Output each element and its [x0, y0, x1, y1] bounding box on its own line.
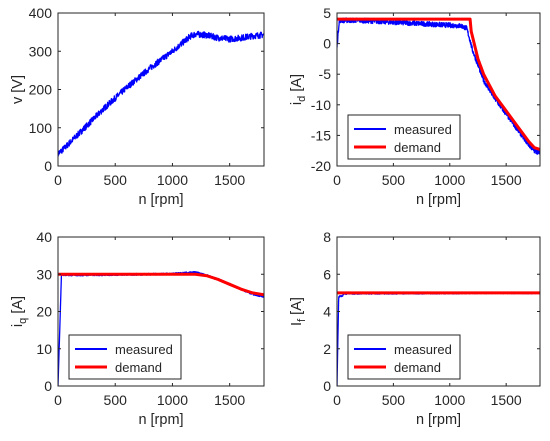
- x-tick-label: 1500: [214, 392, 245, 408]
- x-tick-label: 1000: [434, 392, 465, 408]
- legend-box: [68, 334, 182, 380]
- y-tick-label: 0: [44, 378, 52, 394]
- x-axis-label: n [rpm]: [416, 192, 461, 208]
- series-demand-line: [337, 17, 540, 151]
- x-tick-label: 0: [333, 392, 341, 408]
- x-tick-label: 0: [54, 392, 62, 408]
- x-tick-label: 500: [104, 392, 128, 408]
- x-tick-label: 1000: [157, 392, 188, 408]
- x-axis-label: n [rpm]: [138, 412, 183, 428]
- x-tick-label: 0: [333, 172, 341, 188]
- axes-box: [57, 12, 265, 167]
- y-tick-label: 100: [29, 120, 53, 136]
- y-tick-label: 0: [44, 158, 52, 174]
- legend-box: [347, 334, 461, 380]
- y-axis-label: v [V]: [10, 75, 26, 104]
- legend: measured demand: [347, 334, 461, 380]
- y-tick-label: 5: [323, 5, 331, 21]
- subplot-id-current: 0 500 1000 1500 -20 -15 -10 -5 0 5 n [rpm] id [A] me…: [289, 5, 541, 208]
- y-tick-label: -20: [311, 158, 331, 174]
- x-axis-label: n [rpm]: [138, 192, 183, 208]
- y-tick-label: 200: [29, 82, 53, 98]
- subplot-iq-current: 0 500 1000 1500 0 10 20 30 40 n [rpm] iq [A] measur…: [10, 229, 265, 428]
- y-axis-label: If [A]: [289, 297, 308, 326]
- y-tick-label: 8: [323, 229, 331, 245]
- subplot-field-current: 0 500 1000 1500 0 2 4 6 8 n [rpm] If [A] measured de…: [289, 229, 541, 428]
- y-tick-label: 0: [323, 378, 331, 394]
- legend-label-demand: demand: [115, 360, 162, 375]
- x-tick-label: 500: [382, 172, 406, 188]
- legend-label-measured: measured: [394, 122, 452, 137]
- axes-box: [336, 12, 541, 167]
- x-tick-label: 1500: [491, 172, 522, 188]
- y-tick-label: 300: [29, 43, 53, 59]
- x-tick-label: 1500: [214, 172, 245, 188]
- legend-box: [347, 114, 461, 160]
- series-data-line: [58, 30, 264, 157]
- y-tick-label: 10: [36, 341, 52, 357]
- y-tick-label: 6: [323, 266, 331, 282]
- x-tick-label: 0: [54, 172, 62, 188]
- subplot-speed: 0 500 1000 1500 0 100 200 300 400 n [rpm] v [V]: [10, 5, 265, 208]
- y-axis-label: iq [A]: [10, 296, 29, 327]
- x-axis-label: n [rpm]: [416, 412, 461, 428]
- y-tick-label: 30: [36, 266, 52, 282]
- x-tick-label: 500: [104, 172, 128, 188]
- legend-label-measured: measured: [115, 342, 173, 357]
- legend-label-measured: measured: [394, 342, 452, 357]
- x-tick-label: 1500: [491, 392, 522, 408]
- y-tick-label: 4: [323, 304, 331, 320]
- y-tick-label: -10: [311, 97, 331, 113]
- legend: measured demand: [347, 114, 461, 160]
- x-tick-label: 1000: [434, 172, 465, 188]
- y-axis-label: id [A]: [289, 74, 308, 105]
- series-demand-line: [58, 272, 264, 297]
- legend: measured demand: [68, 334, 182, 380]
- x-tick-label: 500: [382, 392, 406, 408]
- y-tick-label: 0: [323, 36, 331, 52]
- y-tick-label: 20: [36, 304, 52, 320]
- y-tick-label: -15: [311, 127, 331, 143]
- y-tick-label: 400: [29, 5, 53, 21]
- legend-label-demand: demand: [394, 360, 441, 375]
- y-tick-label: 2: [323, 341, 331, 357]
- legend-label-demand: demand: [394, 140, 441, 155]
- x-tick-label: 1000: [157, 172, 188, 188]
- y-tick-label: 40: [36, 229, 52, 245]
- y-tick-label: -5: [319, 66, 332, 82]
